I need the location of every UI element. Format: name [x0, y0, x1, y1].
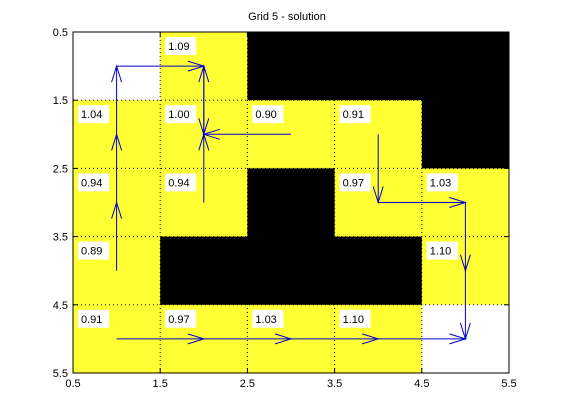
cell-value-label: 0.97: [165, 309, 197, 328]
x-tick-label: 3.5: [327, 378, 342, 390]
y-tick-label: 2.5: [53, 163, 68, 175]
y-tick-label: 4.5: [53, 300, 68, 312]
cell-value-label: 0.91: [339, 105, 371, 124]
x-axis-ticks: 0.5 1.5 2.5 3.5 4.5 5.5: [65, 32, 517, 390]
policy-arrows: [111, 60, 471, 345]
y-tick-label: 3.5: [53, 232, 68, 244]
grid-cell-wall: [421, 100, 510, 169]
cell-value-label: 0.94: [165, 173, 197, 192]
value-labels: 1.09 1.04 1.00 0.90 0.91 0.94 0.94 0.97 1.03 0.89…: [78, 37, 458, 328]
x-tick-label: 5.5: [501, 378, 516, 390]
policy-arrow: [198, 64, 210, 135]
cell-value-text: 0.91: [343, 109, 364, 121]
cell-value-label: 1.09: [165, 37, 197, 55]
cell-value-text: 1.04: [81, 109, 102, 121]
grid-lines: [73, 32, 509, 373]
grid-cell-wall: [247, 236, 336, 306]
y-tick-label: 5.5: [53, 368, 68, 380]
cell-value-text: 1.09: [168, 41, 189, 53]
x-tick-label: 4.5: [414, 378, 429, 390]
cell-value-text: 1.03: [430, 177, 451, 189]
policy-arrow: [378, 333, 468, 345]
grid-cell-wall: [421, 32, 510, 101]
cell-value-text: 0.89: [81, 246, 102, 258]
cell-value-text: 0.94: [81, 177, 102, 189]
grid-cell-wall: [247, 32, 336, 101]
plot-frame: [72, 31, 510, 374]
y-tick-label: 1.5: [53, 95, 68, 107]
chart-title: Grid 5 - solution: [248, 11, 326, 23]
x-tick-label: 0.5: [65, 378, 80, 390]
cell-value-text: 1.10: [343, 314, 364, 326]
y-tick-label: 0.5: [53, 27, 68, 39]
cell-value-label: 0.94: [78, 173, 109, 192]
cell-value-text: 0.97: [343, 177, 364, 189]
grid-cell-wall: [334, 236, 423, 306]
cell-value-label: 0.89: [78, 241, 109, 260]
cell-value-label: 1.03: [426, 173, 458, 192]
x-tick-label: 2.5: [240, 378, 255, 390]
cell-value-label: 1.04: [78, 105, 109, 124]
cell-value-text: 0.91: [81, 314, 102, 326]
cell-value-label: 0.91: [78, 309, 109, 328]
cell-value-text: 1.03: [255, 314, 276, 326]
x-tick-label: 1.5: [153, 378, 168, 390]
grid-cell-wall: [247, 168, 336, 238]
cell-value-label: 1.03: [252, 309, 284, 328]
cell-value-label: 0.97: [339, 173, 371, 192]
cell-value-label: 1.00: [165, 105, 197, 124]
cell-value-label: 1.10: [426, 241, 458, 260]
cell-value-text: 0.90: [255, 109, 276, 121]
grid-cell-wall: [334, 32, 423, 101]
cell-value-text: 1.00: [168, 109, 189, 121]
cell-value-text: 0.94: [168, 177, 189, 189]
y-axis-ticks: 0.5 1.5 2.5 3.5 4.5 5.5: [53, 27, 509, 380]
cell-value-label: 1.10: [339, 309, 371, 328]
cell-value-label: 0.90: [252, 105, 284, 124]
cell-value-text: 1.10: [430, 246, 451, 258]
grid-cell-wall: [160, 236, 248, 306]
cell-value-text: 0.97: [168, 314, 189, 326]
